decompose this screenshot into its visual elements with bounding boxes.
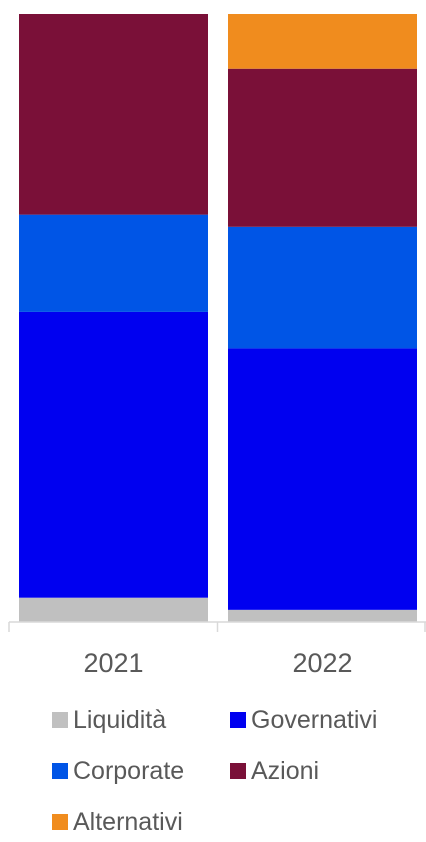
bar-segment-liquidit-2022 [228, 609, 417, 622]
bar-segment-azioni-2022 [228, 68, 417, 227]
legend-label: Governativi [251, 705, 378, 734]
legend-label: Azioni [251, 756, 320, 785]
legend-item-liquidita: Liquidità [52, 706, 230, 735]
legend-swatch [52, 814, 68, 830]
bar-segment-corporate-2021 [19, 214, 208, 312]
legend-swatch [230, 763, 246, 779]
legend-item-governativi: Governativi [230, 706, 377, 735]
bar-segment-governativi-2021 [19, 311, 208, 598]
x-tick-label: 2021 [83, 648, 143, 678]
bar-segment-azioni-2021 [19, 14, 208, 215]
x-tick-label: 2022 [292, 648, 352, 678]
bar-segment-governativi-2022 [228, 348, 417, 610]
legend-item-corporate: Corporate [52, 757, 230, 786]
bar-segment-corporate-2022 [228, 226, 417, 349]
stacked-bar-chart: 2021 2022 [8, 14, 426, 678]
legend-label: Alternativi [73, 807, 183, 836]
x-axis [8, 621, 426, 632]
legend-swatch [230, 712, 246, 728]
legend-label: Liquidità [73, 705, 167, 734]
legend-item-alternativi: Alternativi [52, 808, 183, 837]
legend-swatch [52, 763, 68, 779]
legend-label: Corporate [73, 756, 185, 785]
bars-group [19, 14, 417, 622]
legend-swatch [52, 712, 68, 728]
bar-segment-liquidit-2021 [19, 597, 208, 622]
bar-segment-alternativi-2022 [228, 14, 417, 69]
legend-item-azioni: Azioni [230, 757, 319, 786]
x-tick-labels: 2021 2022 [83, 648, 352, 678]
